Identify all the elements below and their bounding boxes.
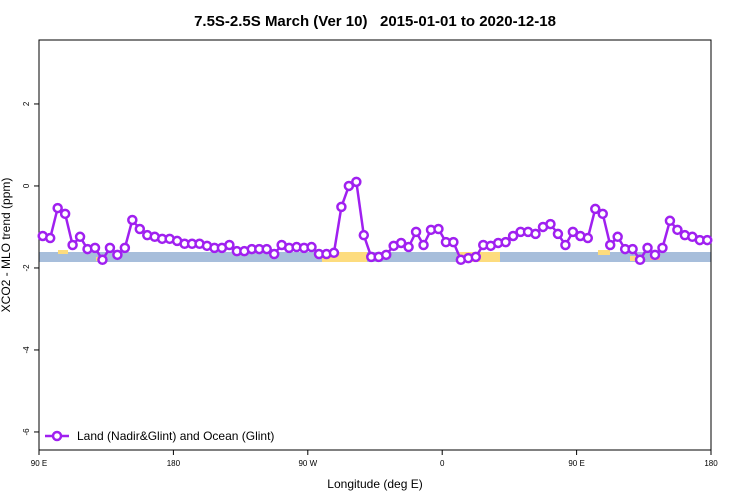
data-point bbox=[567, 226, 579, 238]
data-point bbox=[261, 243, 272, 255]
data-point bbox=[127, 214, 138, 226]
legend-label: Land (Nadir&Glint) and Ocean (Glint) bbox=[77, 429, 274, 443]
land-strip bbox=[58, 250, 68, 254]
y-tick-label: -2 bbox=[22, 264, 31, 272]
data-point bbox=[268, 248, 280, 260]
chart-title: 7.5S-2.5S March (Ver 10) 2015-01-01 to 2… bbox=[194, 13, 556, 30]
y-tick-label: -6 bbox=[22, 428, 31, 436]
x-tick-label: 90 W bbox=[298, 459, 317, 468]
data-point bbox=[134, 223, 146, 235]
data-point bbox=[664, 215, 676, 227]
data-point bbox=[649, 249, 661, 261]
land-strip bbox=[322, 252, 367, 262]
data-point bbox=[44, 232, 56, 244]
data-point bbox=[52, 202, 63, 214]
data-point bbox=[351, 176, 362, 188]
data-point bbox=[67, 239, 78, 251]
data-point bbox=[530, 228, 541, 240]
data-point bbox=[545, 218, 556, 230]
data-point bbox=[433, 223, 444, 235]
x-tick-label: 90 E bbox=[568, 459, 584, 468]
data-point bbox=[507, 230, 519, 242]
legend-marker bbox=[51, 430, 63, 442]
x-tick-label: 180 bbox=[704, 459, 718, 468]
y-axis-label: XCO2 - MLO trend (ppm) bbox=[0, 178, 13, 313]
data-point bbox=[418, 239, 429, 251]
data-point bbox=[380, 249, 392, 261]
data-point bbox=[552, 228, 564, 240]
data-point bbox=[74, 231, 86, 243]
data-point bbox=[224, 239, 235, 251]
data-point bbox=[634, 254, 646, 266]
data-point bbox=[104, 242, 116, 254]
data-point bbox=[448, 236, 459, 248]
data-point bbox=[358, 229, 370, 241]
data-point bbox=[500, 236, 511, 248]
data-point bbox=[343, 180, 355, 192]
data-point bbox=[597, 208, 608, 220]
x-axis-label: Longitude (deg E) bbox=[327, 477, 422, 491]
data-point bbox=[470, 251, 482, 263]
data-point bbox=[59, 208, 71, 220]
x-tick-label: 90 E bbox=[31, 459, 47, 468]
land-strip bbox=[598, 250, 610, 255]
data-point bbox=[336, 201, 347, 213]
data-point bbox=[604, 239, 616, 251]
data-point bbox=[657, 242, 668, 254]
data-point bbox=[306, 241, 317, 253]
data-point bbox=[590, 203, 601, 215]
x-tick-label: 180 bbox=[167, 459, 181, 468]
data-point bbox=[328, 247, 340, 259]
x-tick-label: 0 bbox=[440, 459, 445, 468]
legend: Land (Nadir&Glint) and Ocean (Glint) bbox=[45, 429, 274, 443]
data-point bbox=[395, 237, 407, 249]
data-point bbox=[627, 243, 638, 255]
data-point bbox=[97, 254, 108, 266]
plot-frame bbox=[38, 39, 712, 451]
data-point bbox=[112, 249, 123, 261]
data-point bbox=[119, 242, 131, 254]
data-point bbox=[642, 242, 653, 254]
y-tick-label: 2 bbox=[22, 101, 31, 106]
data-point bbox=[612, 231, 623, 243]
data-point bbox=[702, 234, 713, 246]
data-point bbox=[582, 232, 594, 244]
data-point bbox=[403, 241, 414, 253]
data-point bbox=[560, 239, 571, 251]
data-point bbox=[89, 242, 101, 254]
data-point bbox=[672, 224, 683, 236]
y-tick-label: 0 bbox=[22, 183, 31, 188]
y-tick-label: -4 bbox=[22, 346, 31, 354]
data-point bbox=[410, 226, 422, 238]
